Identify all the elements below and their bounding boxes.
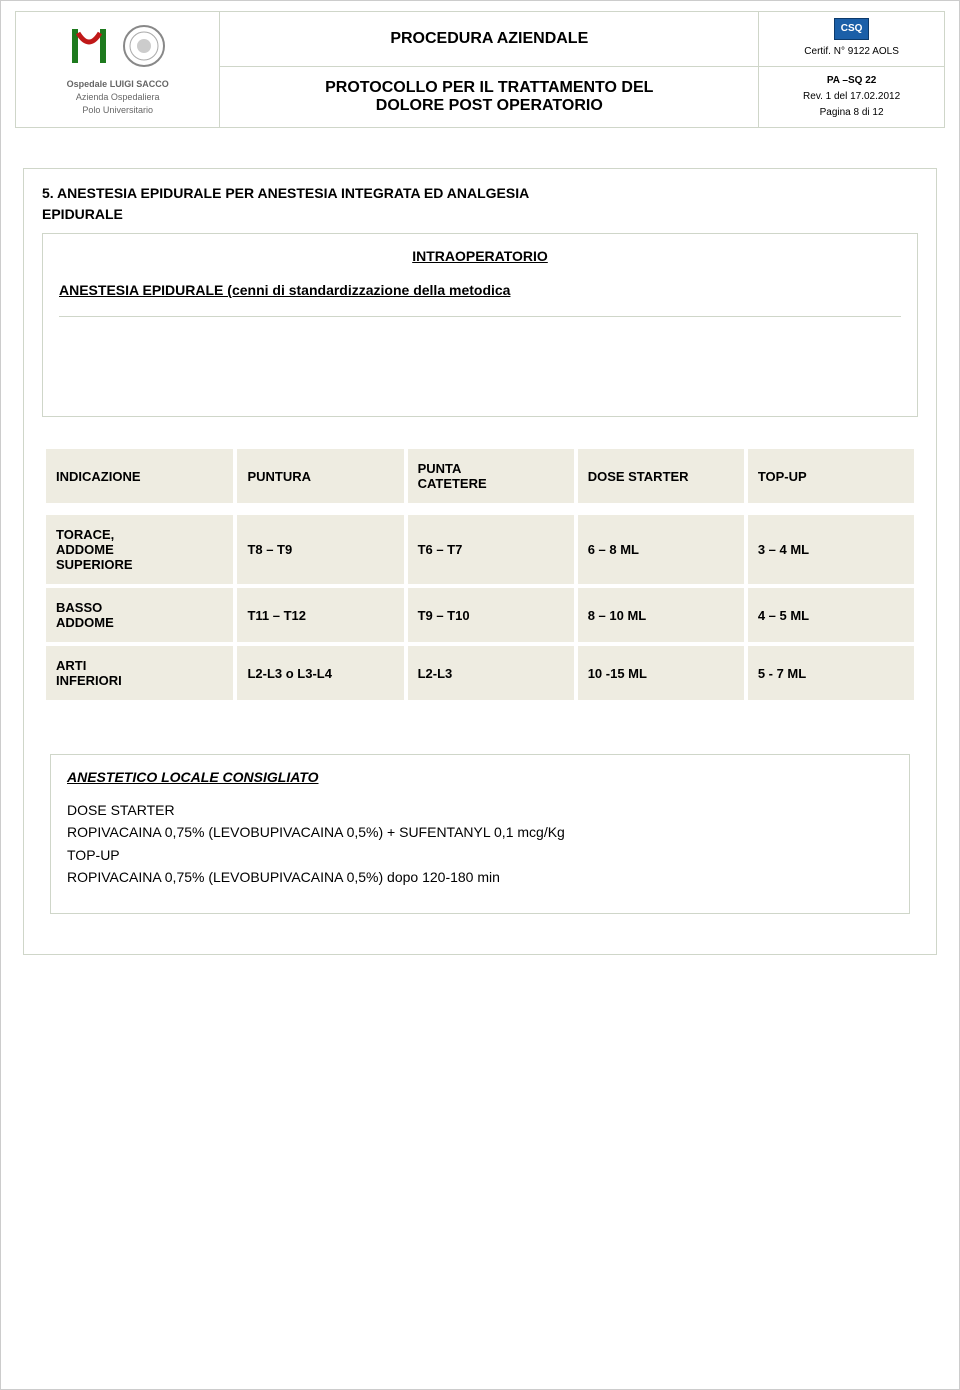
ind-l2: INFERIORI	[56, 673, 122, 688]
table-row: TORACE, ADDOME SUPERIORE T8 – T9 T6 – T7…	[46, 515, 914, 584]
cell-puntura: T11 – T12	[237, 588, 403, 642]
col-indicazione: INDICAZIONE	[46, 449, 233, 503]
cell-dose-starter: 6 – 8 ML	[578, 515, 744, 584]
intraop-box: INTRAOPERATORIO ANESTESIA EPIDURALE (cen…	[42, 233, 918, 417]
rec-l2: ROPIVACAINA 0,75% (LEVOBUPIVACAINA 0,5%)…	[67, 824, 565, 840]
cell-dose-starter: 8 – 10 ML	[578, 588, 744, 642]
doc-page: Pagina 8 di 12	[820, 107, 884, 118]
recommendation-box: ANESTETICO LOCALE CONSIGLIATO DOSE START…	[50, 754, 910, 914]
dose-table: INDICAZIONE PUNTURA PUNTA CATETERE DOSE …	[42, 445, 918, 704]
intraop-row-title: ANESTESIA EPIDURALE (cenni di standardiz…	[59, 282, 510, 298]
cell-top-up: 4 – 5 ML	[748, 588, 914, 642]
ind-l2: ADDOME	[56, 615, 114, 630]
col-puntura: PUNTURA	[237, 449, 403, 503]
col-dose-starter: DOSE STARTER	[578, 449, 744, 503]
main-title-l2: DOLORE POST OPERATORIO	[376, 97, 603, 114]
recommendation-text: DOSE STARTER ROPIVACAINA 0,75% (LEVOBUPI…	[67, 799, 893, 889]
org-line2: Azienda Ospedaliera	[24, 91, 211, 104]
header-top-title: PROCEDURA AZIENDALE	[220, 12, 759, 67]
section-5-title-l1: 5. ANESTESIA EPIDURALE PER ANESTESIA INT…	[42, 185, 529, 201]
cert-number: Certif. N° 9122 AOLS	[804, 46, 899, 57]
divider-line	[59, 316, 901, 356]
section-5-title: 5. ANESTESIA EPIDURALE PER ANESTESIA INT…	[42, 183, 918, 225]
rec-l1: DOSE STARTER	[67, 802, 175, 818]
rec-l3: TOP-UP	[67, 847, 120, 863]
org-line3: Polo Universitario	[24, 104, 211, 117]
table-row: ARTI INFERIORI L2-L3 o L3-L4 L2-L3 10 -1…	[46, 646, 914, 700]
page: Ospedale LUIGI SACCO Azienda Ospedaliera…	[0, 0, 960, 1390]
header-cert-cell: CSQ Certif. N° 9122 AOLS	[759, 12, 945, 67]
cell-indicazione: ARTI INFERIORI	[46, 646, 233, 700]
header-logos	[24, 23, 211, 73]
cell-punta-catetere: T9 – T10	[408, 588, 574, 642]
ind-l1: ARTI	[56, 658, 86, 673]
ind-l1: TORACE,	[56, 527, 114, 542]
col-punta-l1: PUNTA	[418, 461, 462, 476]
col-punta-l2: CATETERE	[418, 476, 487, 491]
doc-code: PA –SQ 22	[827, 75, 876, 86]
main-title-l1: PROTOCOLLO PER IL TRATTAMENTO DEL	[325, 79, 653, 96]
dose-table-header-row: INDICAZIONE PUNTURA PUNTA CATETERE DOSE …	[46, 449, 914, 503]
cell-puntura: L2-L3 o L3-L4	[237, 646, 403, 700]
table-row: BASSO ADDOME T11 – T12 T9 – T10 8 – 10 M…	[46, 588, 914, 642]
cell-top-up: 3 – 4 ML	[748, 515, 914, 584]
seal-icon	[122, 24, 166, 72]
col-top-up: TOP-UP	[748, 449, 914, 503]
csq-badge-icon: CSQ	[834, 18, 870, 40]
hospital-logo-icon	[70, 23, 108, 73]
header-logo-cell: Ospedale LUIGI SACCO Azienda Ospedaliera…	[16, 12, 220, 128]
col-punta-catetere: PUNTA CATETERE	[408, 449, 574, 503]
header-doc-cell: PA –SQ 22 Rev. 1 del 17.02.2012 Pagina 8…	[759, 67, 945, 128]
ind-l1: BASSO	[56, 600, 102, 615]
intraop-subtitle: INTRAOPERATORIO	[59, 248, 901, 264]
cell-dose-starter: 10 -15 ML	[578, 646, 744, 700]
section-5-title-l2: EPIDURALE	[42, 206, 123, 222]
cell-indicazione: TORACE, ADDOME SUPERIORE	[46, 515, 233, 584]
ind-l2: ADDOME	[56, 542, 114, 557]
cell-punta-catetere: T6 – T7	[408, 515, 574, 584]
doc-rev: Rev. 1 del 17.02.2012	[803, 91, 900, 102]
cell-puntura: T8 – T9	[237, 515, 403, 584]
org-line1: Ospedale LUIGI SACCO	[24, 78, 211, 91]
recommendation-title: ANESTETICO LOCALE CONSIGLIATO	[67, 769, 893, 785]
document-header: Ospedale LUIGI SACCO Azienda Ospedaliera…	[15, 11, 945, 128]
cell-top-up: 5 - 7 ML	[748, 646, 914, 700]
ind-l3: SUPERIORE	[56, 557, 133, 572]
section-5-box: 5. ANESTESIA EPIDURALE PER ANESTESIA INT…	[23, 168, 937, 955]
cell-punta-catetere: L2-L3	[408, 646, 574, 700]
header-main-title: PROTOCOLLO PER IL TRATTAMENTO DEL DOLORE…	[220, 67, 759, 128]
cell-indicazione: BASSO ADDOME	[46, 588, 233, 642]
rec-l4: ROPIVACAINA 0,75% (LEVOBUPIVACAINA 0,5%)…	[67, 869, 500, 885]
